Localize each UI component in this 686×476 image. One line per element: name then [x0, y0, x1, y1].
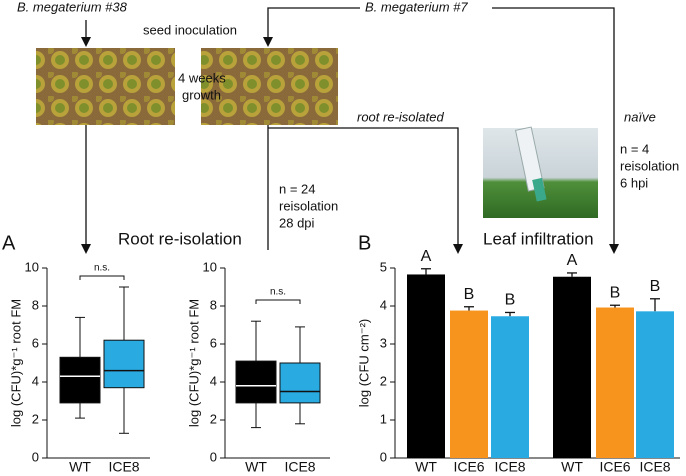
step-label: growth: [182, 87, 221, 102]
y-tick-label: 10: [203, 259, 217, 274]
y-tick-label: 0: [380, 449, 387, 464]
y-tick-label: 2: [210, 411, 217, 426]
bar: [407, 274, 445, 458]
significance-bracket: [255, 299, 301, 304]
sample-note: reisolation: [620, 158, 679, 173]
step-label: root re-isolated: [357, 109, 444, 124]
y-tick-label: 4: [380, 297, 387, 312]
x-tick-label: WT: [415, 459, 437, 475]
x-tick-label: WT: [561, 459, 583, 475]
box: [235, 360, 277, 404]
connectors: [81, 7, 619, 254]
y-tick-label: 5: [380, 259, 387, 274]
box: [279, 362, 321, 404]
annotation: n.s.: [270, 287, 286, 298]
significance-letter: B: [610, 284, 621, 301]
box: [103, 339, 145, 389]
step-label: 4 weeks: [178, 70, 226, 85]
photo-seedlings: [36, 48, 175, 125]
step-label: naïve: [624, 109, 656, 124]
y-tick-label: 1: [380, 411, 387, 426]
y-tick-label: 8: [32, 297, 39, 312]
bar: [636, 311, 674, 458]
significance-letter: B: [464, 286, 475, 303]
y-tick-label: 6: [32, 335, 39, 350]
step-label: seed inoculation: [143, 22, 237, 37]
y-tick-label: 3: [380, 335, 387, 350]
y-tick-label: 0: [32, 449, 39, 464]
photo-leaf: [483, 126, 598, 218]
sample-note: 28 dpi: [279, 215, 315, 230]
significance-letter: B: [650, 278, 661, 295]
x-tick-label: ICE6: [599, 459, 630, 475]
sample-note: reisolation: [279, 198, 338, 213]
y-tick-label: 6: [210, 335, 217, 350]
y-tick-label: 4: [32, 373, 39, 388]
panel-letter: B: [358, 232, 371, 254]
box: [59, 356, 101, 404]
y-tick-label: 2: [380, 373, 387, 388]
y-tick-label: 0: [210, 449, 217, 464]
x-tick-label: ICE8: [494, 459, 525, 475]
y-axis-label: log (CFU)*g⁻¹ root FM: [8, 299, 23, 427]
y-tick-label: 8: [210, 297, 217, 312]
section-title: Root re-isolation: [118, 229, 242, 248]
bar: [553, 276, 591, 458]
y-axis-label: log (CFU cm⁻²): [356, 319, 371, 407]
annotation: n.s.: [94, 263, 110, 274]
x-tick-label: ICE8: [639, 459, 670, 475]
sample-note: n = 24: [279, 181, 316, 196]
y-tick-label: 2: [32, 411, 39, 426]
panel-letter: A: [2, 232, 16, 254]
x-tick-label: WT: [69, 459, 91, 475]
x-tick-label: ICE8: [108, 459, 139, 475]
significance-letter: A: [421, 248, 432, 265]
photo-seedlings: [201, 48, 338, 125]
y-tick-label: 4: [210, 373, 217, 388]
y-tick-label: 10: [25, 259, 39, 274]
sample-note: 6 hpi: [620, 175, 648, 190]
bar: [596, 307, 634, 458]
significance-letter: A: [567, 252, 578, 269]
bar: [450, 310, 488, 458]
bar: [491, 316, 529, 458]
significance-letter: B: [505, 292, 516, 309]
x-tick-label: WT: [245, 459, 267, 475]
strain-label: B. megaterium #38: [17, 0, 128, 14]
x-tick-label: ICE8: [284, 459, 315, 475]
x-tick-label: ICE6: [453, 459, 484, 475]
strain-label: B. megaterium #7: [365, 0, 468, 14]
significance-bracket: [79, 275, 125, 280]
y-axis-label: log (CFU)*g⁻¹ root FM: [186, 299, 201, 427]
sample-note: n = 4: [620, 141, 649, 156]
section-title: Leaf infiltration: [483, 229, 594, 248]
